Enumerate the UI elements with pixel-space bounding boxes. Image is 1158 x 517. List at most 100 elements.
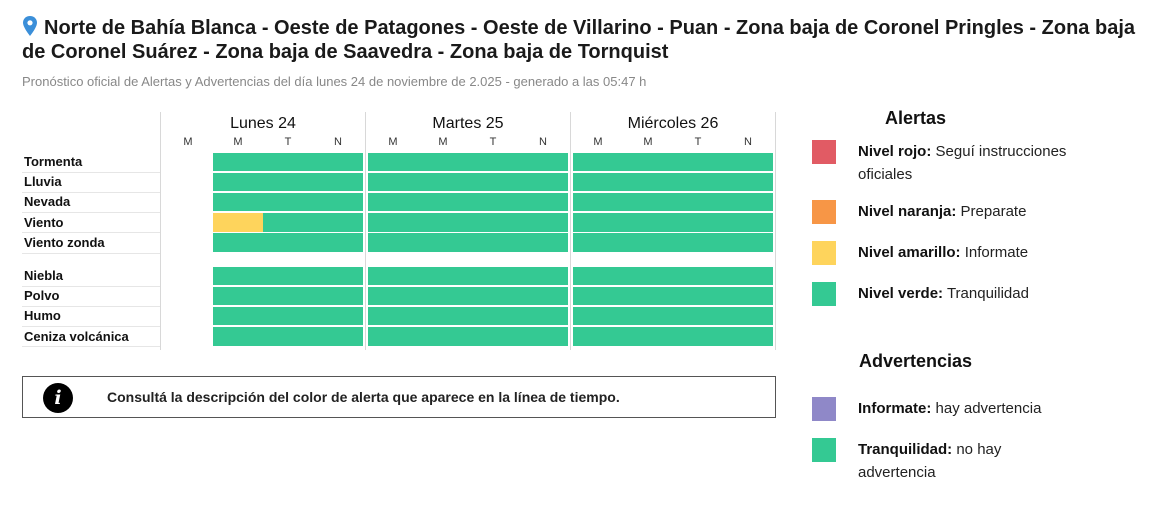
alert-cell-viento-verde[interactable] xyxy=(573,213,623,232)
alert-cell-tormenta-verde[interactable] xyxy=(573,152,623,171)
alert-cell-nevada-verde[interactable] xyxy=(723,192,773,212)
alert-cell-lluvia-verde[interactable] xyxy=(368,172,418,192)
alert-cell-viento-verde[interactable] xyxy=(313,213,363,232)
alert-cell-polvo-verde[interactable] xyxy=(418,286,468,306)
alert-cell-viento-verde[interactable] xyxy=(723,213,773,232)
alert-cell-nevada-verde[interactable] xyxy=(213,192,263,212)
alert-cell-polvo-verde[interactable] xyxy=(263,286,313,306)
alert-cell-humo-verde[interactable] xyxy=(673,306,723,326)
alert-cell-tormenta-verde[interactable] xyxy=(313,152,363,171)
alert-cell-polvo-verde[interactable] xyxy=(468,286,518,306)
alert-cell-ceniza-volcanica-verde[interactable] xyxy=(213,327,263,346)
alert-cell-polvo-verde[interactable] xyxy=(573,286,623,306)
alert-cell-humo-verde[interactable] xyxy=(468,306,518,326)
alert-cell-tormenta-verde[interactable] xyxy=(468,152,518,171)
alert-cell-viento-zonda-verde[interactable] xyxy=(468,233,518,252)
alert-cell-viento-verde[interactable] xyxy=(418,213,468,232)
alert-cell-humo-verde[interactable] xyxy=(723,306,773,326)
alert-cell-viento-zonda-verde[interactable] xyxy=(673,233,723,252)
alert-cell-niebla-verde[interactable] xyxy=(263,266,313,285)
alert-cell-niebla-verde[interactable] xyxy=(313,266,363,285)
alert-cell-niebla-verde[interactable] xyxy=(723,266,773,285)
alert-cell-lluvia-verde[interactable] xyxy=(418,172,468,192)
alert-cell-tormenta-verde[interactable] xyxy=(263,152,313,171)
alert-cell-niebla-verde[interactable] xyxy=(468,266,518,285)
alert-cell-tormenta-verde[interactable] xyxy=(418,152,468,171)
alert-cell-polvo-verde[interactable] xyxy=(623,286,673,306)
alert-cell-nevada-verde[interactable] xyxy=(573,192,623,212)
alert-cell-ceniza-volcanica-verde[interactable] xyxy=(313,327,363,346)
alert-cell-niebla-verde[interactable] xyxy=(623,266,673,285)
alert-cell-polvo-verde[interactable] xyxy=(368,286,418,306)
alert-cell-viento-zonda-verde[interactable] xyxy=(623,233,673,252)
alert-cell-ceniza-volcanica-verde[interactable] xyxy=(368,327,418,346)
alert-cell-polvo-verde[interactable] xyxy=(723,286,773,306)
alert-cell-tormenta-verde[interactable] xyxy=(518,152,568,171)
alert-cell-tormenta-verde[interactable] xyxy=(623,152,673,171)
alert-cell-lluvia-verde[interactable] xyxy=(313,172,363,192)
alert-cell-viento-zonda-verde[interactable] xyxy=(368,233,418,252)
alert-cell-lluvia-verde[interactable] xyxy=(723,172,773,192)
alert-cell-ceniza-volcanica-verde[interactable] xyxy=(723,327,773,346)
alert-cell-polvo-verde[interactable] xyxy=(313,286,363,306)
alert-cell-ceniza-volcanica-verde[interactable] xyxy=(673,327,723,346)
alert-cell-tormenta-verde[interactable] xyxy=(213,152,263,171)
alert-cell-niebla-verde[interactable] xyxy=(368,266,418,285)
alert-cell-viento-zonda-verde[interactable] xyxy=(723,233,773,252)
alert-cell-viento-zonda-verde[interactable] xyxy=(573,233,623,252)
alert-cell-lluvia-verde[interactable] xyxy=(673,172,723,192)
alert-cell-nevada-verde[interactable] xyxy=(368,192,418,212)
alert-cell-humo-verde[interactable] xyxy=(623,306,673,326)
alert-cell-lluvia-verde[interactable] xyxy=(518,172,568,192)
alert-cell-niebla-verde[interactable] xyxy=(673,266,723,285)
alert-cell-nevada-verde[interactable] xyxy=(468,192,518,212)
alert-cell-humo-verde[interactable] xyxy=(263,306,313,326)
alert-cell-nevada-verde[interactable] xyxy=(418,192,468,212)
alert-cell-lluvia-verde[interactable] xyxy=(468,172,518,192)
alert-cell-ceniza-volcanica-verde[interactable] xyxy=(573,327,623,346)
alert-cell-viento-verde[interactable] xyxy=(263,213,313,232)
alert-cell-lluvia-verde[interactable] xyxy=(213,172,263,192)
alert-cell-viento-amarillo[interactable] xyxy=(213,213,263,232)
alert-cell-humo-verde[interactable] xyxy=(213,306,263,326)
alert-cell-niebla-verde[interactable] xyxy=(518,266,568,285)
alert-cell-viento-verde[interactable] xyxy=(623,213,673,232)
alert-cell-nevada-verde[interactable] xyxy=(518,192,568,212)
alert-cell-ceniza-volcanica-verde[interactable] xyxy=(263,327,313,346)
alert-cell-tormenta-verde[interactable] xyxy=(368,152,418,171)
alert-cell-ceniza-volcanica-verde[interactable] xyxy=(518,327,568,346)
alert-cell-tormenta-verde[interactable] xyxy=(673,152,723,171)
alert-cell-humo-verde[interactable] xyxy=(518,306,568,326)
alert-cell-viento-zonda-verde[interactable] xyxy=(418,233,468,252)
alert-cell-viento-verde[interactable] xyxy=(368,213,418,232)
alert-cell-viento-zonda-verde[interactable] xyxy=(313,233,363,252)
alert-cell-viento-verde[interactable] xyxy=(673,213,723,232)
alert-cell-nevada-verde[interactable] xyxy=(263,192,313,212)
alert-cell-polvo-verde[interactable] xyxy=(518,286,568,306)
alert-cell-niebla-verde[interactable] xyxy=(418,266,468,285)
alert-cell-viento-zonda-verde[interactable] xyxy=(263,233,313,252)
alert-cell-lluvia-verde[interactable] xyxy=(623,172,673,192)
slot-label: M xyxy=(643,136,653,148)
alert-cell-ceniza-volcanica-verde[interactable] xyxy=(468,327,518,346)
alert-cell-ceniza-volcanica-verde[interactable] xyxy=(418,327,468,346)
alert-cell-niebla-verde[interactable] xyxy=(573,266,623,285)
alert-cell-tormenta-verde[interactable] xyxy=(723,152,773,171)
alert-cell-polvo-verde[interactable] xyxy=(673,286,723,306)
alert-cell-nevada-verde[interactable] xyxy=(673,192,723,212)
alert-cell-nevada-verde[interactable] xyxy=(313,192,363,212)
alert-cell-humo-verde[interactable] xyxy=(313,306,363,326)
alert-cell-viento-verde[interactable] xyxy=(518,213,568,232)
alert-cell-viento-zonda-verde[interactable] xyxy=(213,233,263,252)
alert-cell-niebla-verde[interactable] xyxy=(213,266,263,285)
alert-cell-lluvia-verde[interactable] xyxy=(573,172,623,192)
alert-cell-viento-zonda-verde[interactable] xyxy=(518,233,568,252)
alert-cell-viento-verde[interactable] xyxy=(468,213,518,232)
alert-cell-polvo-verde[interactable] xyxy=(213,286,263,306)
alert-cell-ceniza-volcanica-verde[interactable] xyxy=(623,327,673,346)
alert-cell-lluvia-verde[interactable] xyxy=(263,172,313,192)
alert-cell-humo-verde[interactable] xyxy=(418,306,468,326)
alert-cell-humo-verde[interactable] xyxy=(573,306,623,326)
alert-cell-humo-verde[interactable] xyxy=(368,306,418,326)
alert-cell-nevada-verde[interactable] xyxy=(623,192,673,212)
